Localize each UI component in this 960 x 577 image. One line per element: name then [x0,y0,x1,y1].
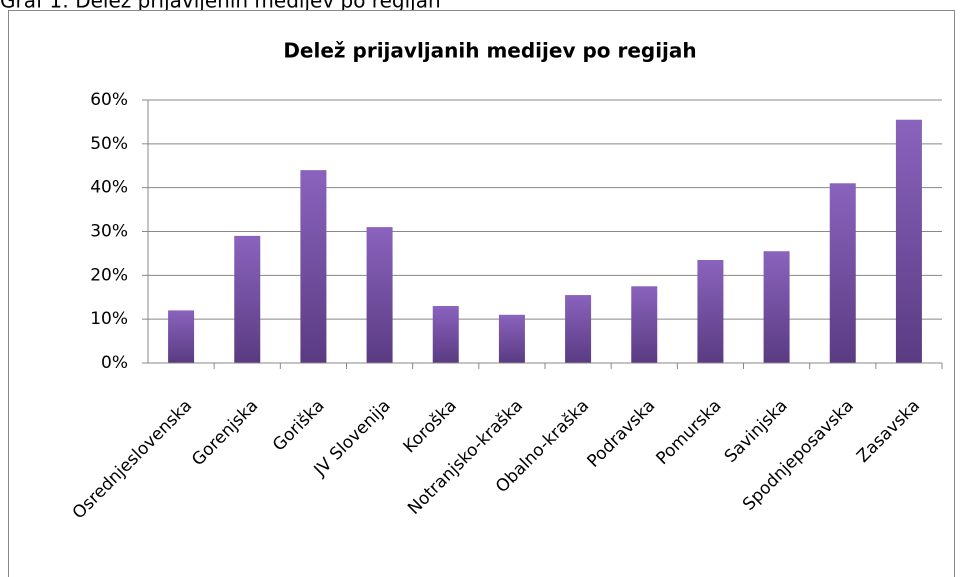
bar [631,286,658,363]
caption: Graf 1: Delež prijavljenih medijev po re… [0,0,441,13]
bar [763,251,790,363]
bar [895,119,922,363]
y-tick-label: 10% [90,309,128,329]
bar [432,306,459,363]
y-tick-label: 30% [90,222,128,242]
bar [234,235,261,363]
chart-frame [8,10,955,577]
bar [829,183,856,363]
y-tick-label: 20% [90,265,128,285]
chart-title: Delež prijavljanih medijev po regijah [283,39,696,63]
y-tick-label: 0% [101,353,128,373]
bar [168,310,195,363]
bar [565,295,592,363]
y-tick-label: 40% [90,178,128,198]
bar [498,314,525,363]
y-tick-label: 50% [90,134,128,154]
bar [300,170,327,363]
bar [366,227,393,363]
bar [697,259,724,363]
y-tick-label: 60% [90,90,128,110]
